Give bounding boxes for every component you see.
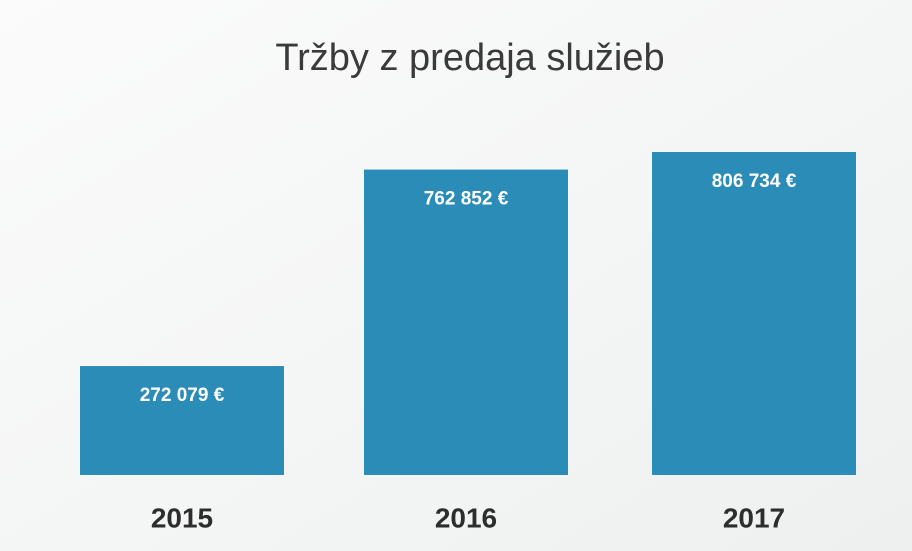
bar (364, 169, 568, 476)
x-tick-label: 2016 (435, 502, 497, 533)
value-label: 806 734 € (712, 171, 797, 192)
bar (80, 366, 284, 475)
bar (652, 152, 856, 475)
x-tick-label: 2017 (723, 502, 785, 533)
chart-title: Tržby z predaja služieb (275, 37, 664, 79)
value-label: 272 079 € (140, 385, 225, 406)
x-tick-label: 2015 (151, 502, 213, 533)
value-label: 762 852 € (424, 189, 509, 210)
